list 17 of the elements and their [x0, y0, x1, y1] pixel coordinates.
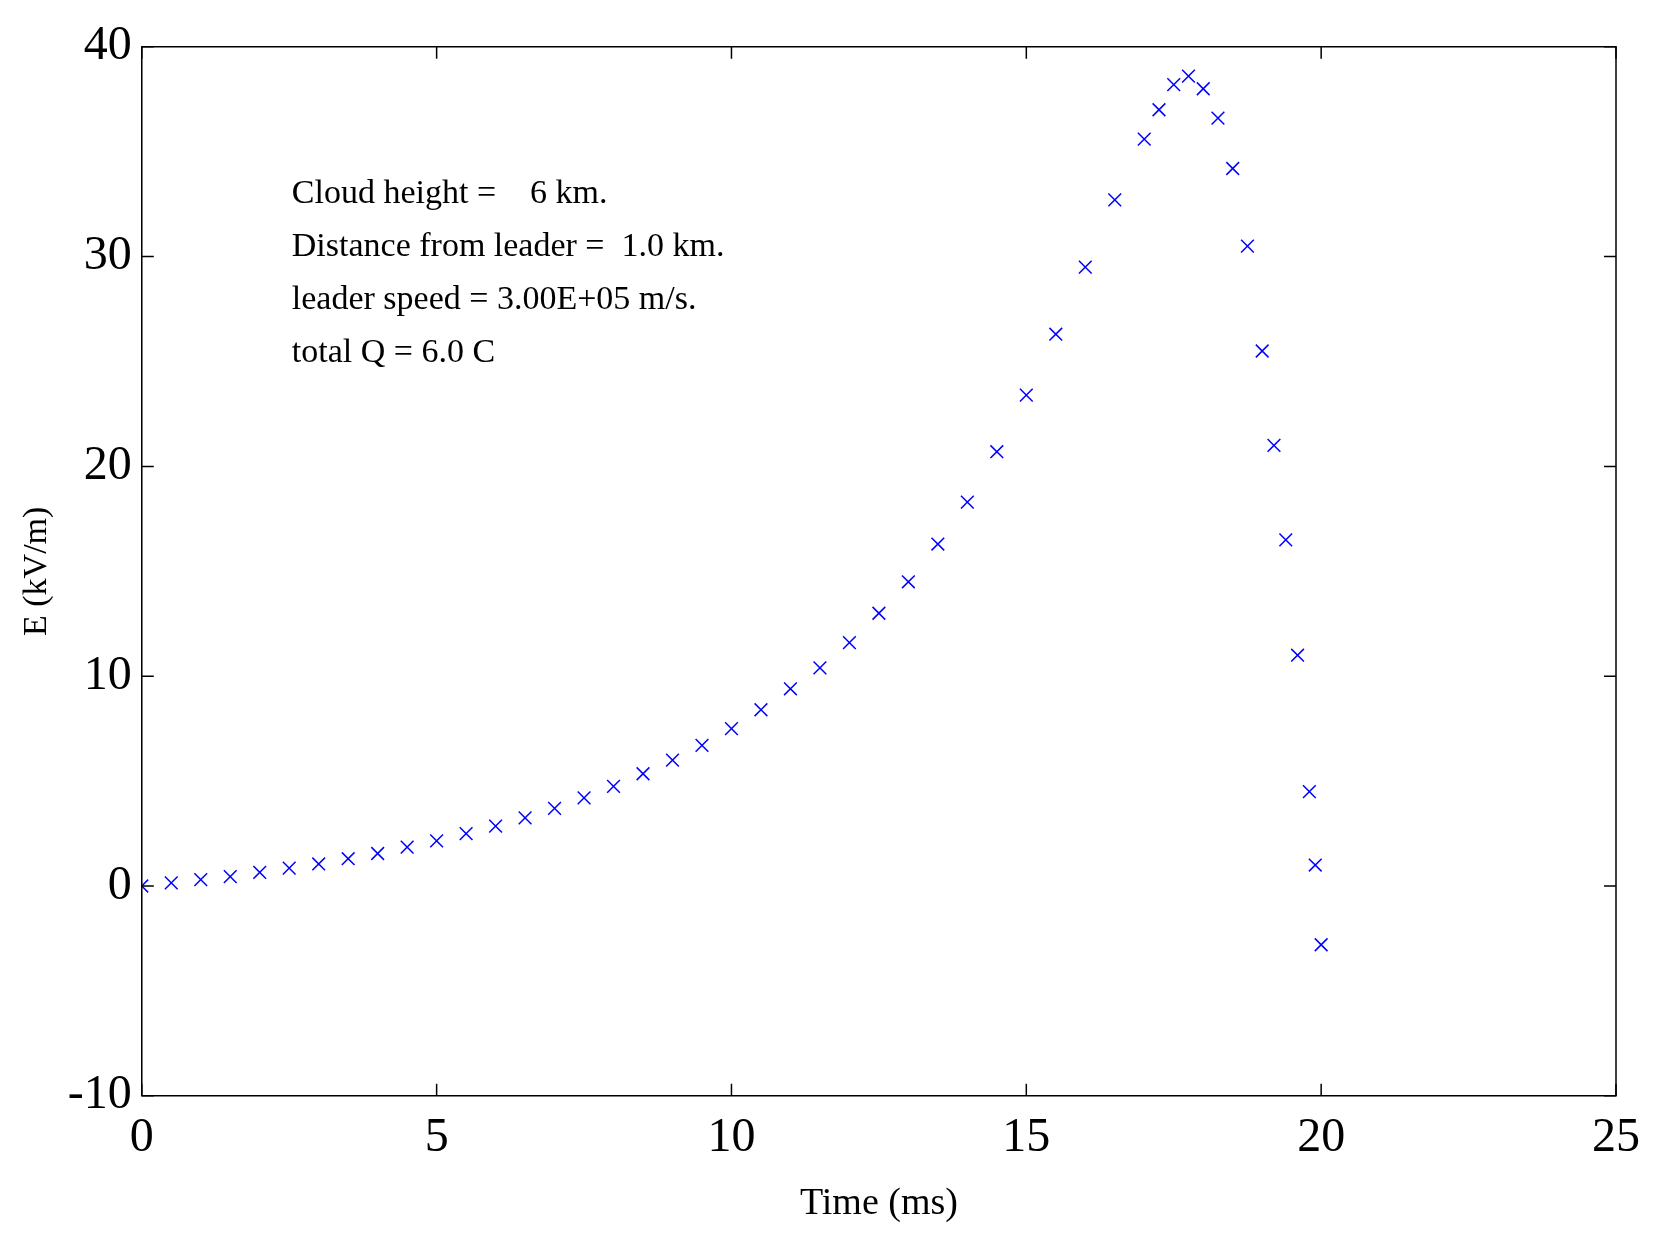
y-axis-title: E (kV/m): [16, 506, 55, 636]
y-tick-label: -10: [67, 1065, 132, 1119]
x-tick-label: 20: [1297, 1108, 1346, 1162]
x-tick-label: 5: [424, 1108, 449, 1162]
annotation: leader speed = 3.00E+05 m/s.: [291, 278, 697, 316]
y-tick-label: 40: [83, 16, 132, 70]
y-tick-label: 10: [83, 645, 132, 699]
x-tick-label: 10: [707, 1108, 756, 1162]
y-tick-label: 30: [83, 226, 132, 280]
x-axis-title: Time (ms): [799, 1180, 958, 1224]
x-tick-label: 15: [1002, 1108, 1051, 1162]
annotation: total Q = 6.0 C: [291, 331, 496, 369]
annotation: Distance from leader = 1.0 km.: [291, 225, 725, 263]
y-tick-label: 20: [83, 436, 132, 490]
y-tick-label: 0: [107, 855, 132, 909]
annotation: Cloud height = 6 km.: [291, 172, 608, 210]
x-tick-label: 25: [1592, 1108, 1640, 1162]
